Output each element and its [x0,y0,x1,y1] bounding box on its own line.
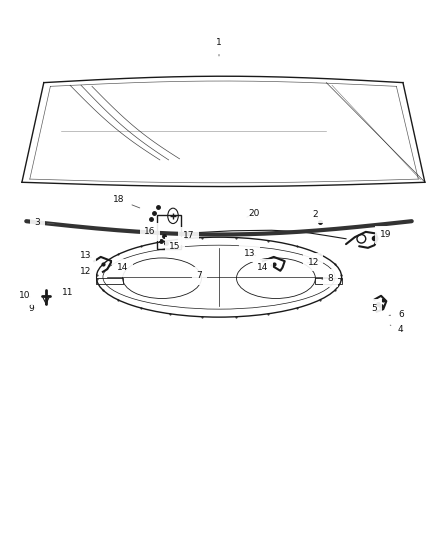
Text: 3: 3 [34,219,54,227]
Text: 13: 13 [80,252,92,260]
Text: 16: 16 [144,228,155,236]
Text: 14: 14 [117,263,128,272]
Text: 12: 12 [80,268,91,276]
Text: 14: 14 [257,263,268,272]
Text: 7: 7 [196,271,202,280]
Text: 4: 4 [390,325,403,334]
Text: 13: 13 [244,249,256,257]
Text: 17: 17 [183,231,194,240]
Text: 8: 8 [322,274,334,282]
Text: 19: 19 [374,230,391,239]
Text: 5: 5 [371,304,378,312]
Text: 15: 15 [170,242,181,251]
Text: 11: 11 [62,288,74,296]
Text: 20: 20 [247,209,260,217]
Text: 10: 10 [19,292,31,300]
Text: 6: 6 [389,310,404,319]
Text: 18: 18 [113,196,140,208]
Text: 1: 1 [216,38,222,56]
Text: 2: 2 [313,210,318,219]
Text: 12: 12 [307,258,319,266]
Text: 9: 9 [28,304,36,312]
